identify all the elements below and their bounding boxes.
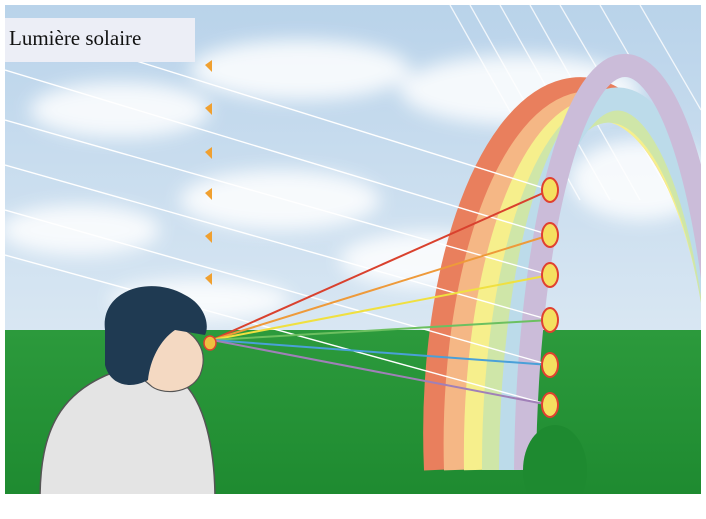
illustration: Lumière solaire xyxy=(0,0,706,519)
label: Lumière solaire xyxy=(9,26,141,50)
page: Lumière solaire (() => { const data = JS… xyxy=(0,0,706,519)
arch-hole xyxy=(523,425,587,515)
scene xyxy=(0,5,706,515)
